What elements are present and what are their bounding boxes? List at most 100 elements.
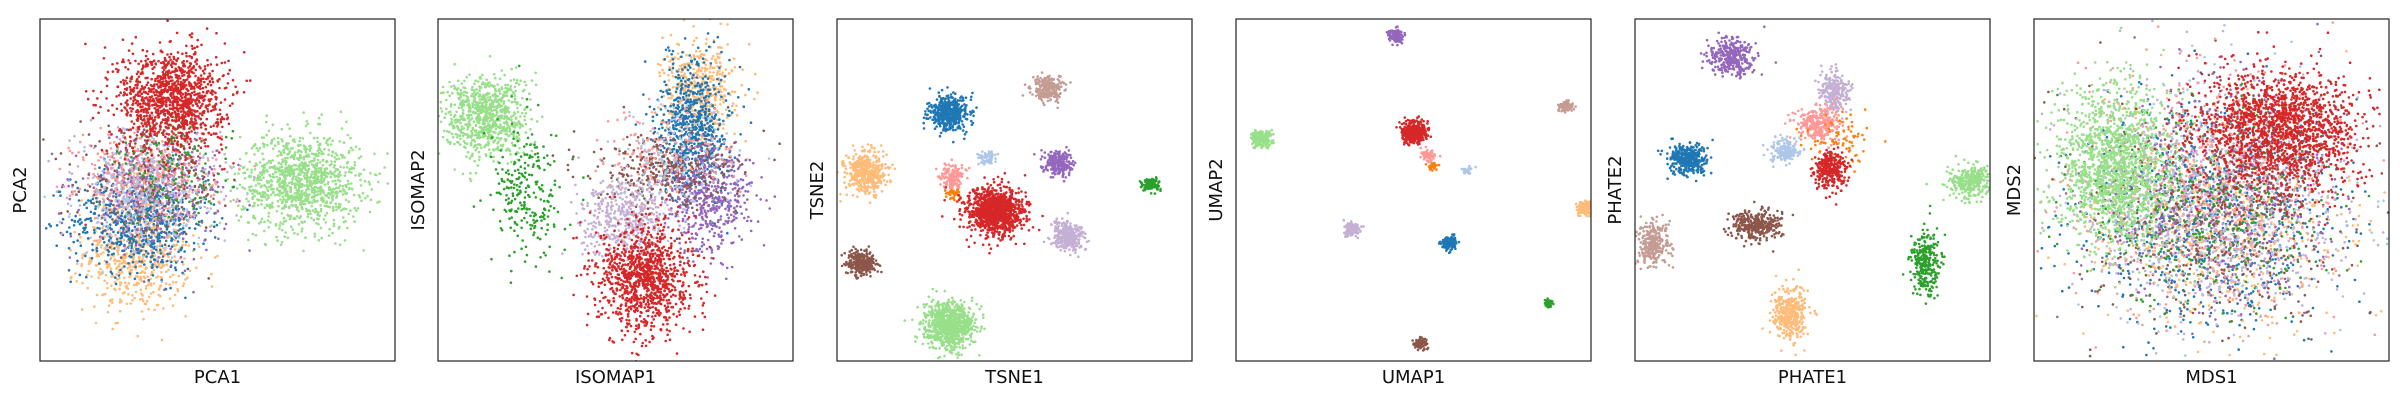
scatter-point	[263, 220, 266, 224]
scatter-point	[305, 184, 309, 187]
scatter-point	[150, 77, 153, 81]
scatter-point	[256, 204, 260, 207]
scatter-point	[139, 217, 142, 220]
scatter-point	[114, 288, 117, 292]
scatter-point	[117, 201, 120, 205]
scatter-point	[151, 114, 154, 117]
scatter-point	[119, 150, 122, 153]
scatter-point	[74, 252, 78, 255]
scatter-point	[189, 102, 193, 105]
scatter-point	[142, 317, 145, 321]
scatter-point	[117, 152, 121, 155]
scatter-point	[271, 201, 274, 205]
scatter-point	[169, 58, 172, 62]
scatter-point	[312, 180, 316, 184]
scatter-point	[304, 177, 308, 180]
scatter-point	[318, 170, 322, 174]
scatter-point	[94, 321, 98, 325]
scatter-point	[317, 146, 321, 150]
scatter-point	[124, 212, 128, 216]
scatter-point	[111, 195, 115, 198]
scatter-point	[268, 173, 271, 177]
scatter-point	[334, 202, 338, 205]
scatter-point	[304, 168, 308, 172]
scatter-point	[164, 77, 167, 80]
scatter-point	[317, 143, 321, 147]
scatter-point	[319, 187, 322, 190]
scatter-point	[115, 197, 118, 201]
scatter-point	[342, 141, 346, 144]
scatter-point	[97, 159, 100, 162]
scatter-point	[171, 162, 174, 165]
scatter-point	[133, 145, 137, 148]
scatter-point	[238, 199, 241, 203]
scatter-point	[278, 224, 282, 227]
scatter-point	[143, 209, 146, 213]
scatter-point	[99, 252, 103, 256]
scatter-point	[48, 223, 51, 226]
scatter-point	[305, 120, 309, 123]
scatter-point	[207, 277, 210, 280]
scatter-point	[153, 186, 157, 189]
scatter-point	[339, 110, 343, 113]
scatter-point	[280, 127, 284, 131]
scatter-point	[145, 212, 148, 215]
scatter-point	[204, 162, 207, 165]
scatter-point	[118, 301, 122, 304]
scatter-point	[142, 280, 146, 284]
scatter-point	[106, 197, 109, 200]
scatter-point	[338, 184, 342, 187]
scatter-point	[75, 193, 78, 196]
scatter-point	[348, 186, 351, 190]
scatter-point	[86, 97, 90, 101]
scatter-point	[55, 185, 59, 189]
scatter-point	[100, 176, 103, 179]
scatter-point	[248, 203, 251, 207]
scatter-point	[291, 228, 295, 231]
scatter-point	[125, 230, 128, 233]
scatter-point	[138, 221, 142, 225]
scatter-point	[68, 163, 72, 166]
scatter-point	[220, 138, 223, 141]
scatter-point	[163, 205, 166, 208]
scatter-point	[92, 89, 95, 93]
scatter-point	[329, 170, 332, 173]
scatter-point	[171, 281, 175, 284]
scatter-point	[108, 130, 111, 133]
scatter-point	[173, 248, 177, 251]
scatter-point	[160, 338, 164, 342]
scatter-point	[171, 273, 175, 277]
scatter-point	[167, 133, 171, 136]
scatter-point	[116, 62, 119, 65]
scatter-point	[193, 162, 197, 165]
scatter-point	[195, 222, 198, 226]
scatter-point	[337, 227, 341, 230]
scatter-point	[386, 152, 389, 155]
scatter-point	[190, 44, 194, 48]
scatter-point	[343, 174, 347, 177]
scatter-point	[306, 209, 310, 212]
scatter-point	[246, 208, 249, 212]
scatter-point	[76, 259, 79, 263]
scatter-point	[159, 222, 162, 225]
scatter-point	[193, 90, 196, 93]
scatter-point	[170, 237, 174, 240]
scatter-point	[266, 219, 270, 222]
scatter-point	[121, 261, 125, 264]
scatter-point	[196, 188, 200, 192]
scatter-point	[362, 168, 366, 171]
scatter-point	[362, 249, 365, 252]
scatter-point	[150, 84, 154, 88]
scatter-point	[139, 88, 143, 91]
scatter-point	[136, 281, 139, 285]
scatter-point	[301, 202, 305, 206]
scatter-point	[193, 46, 196, 50]
scatter-point	[342, 220, 346, 224]
scatter-point	[149, 160, 153, 163]
scatter-point	[331, 205, 335, 209]
scatter-point	[210, 272, 213, 276]
scatter-point	[286, 147, 290, 151]
scatter-point	[134, 209, 138, 212]
scatter-point	[205, 194, 208, 198]
scatter-point	[216, 190, 219, 194]
